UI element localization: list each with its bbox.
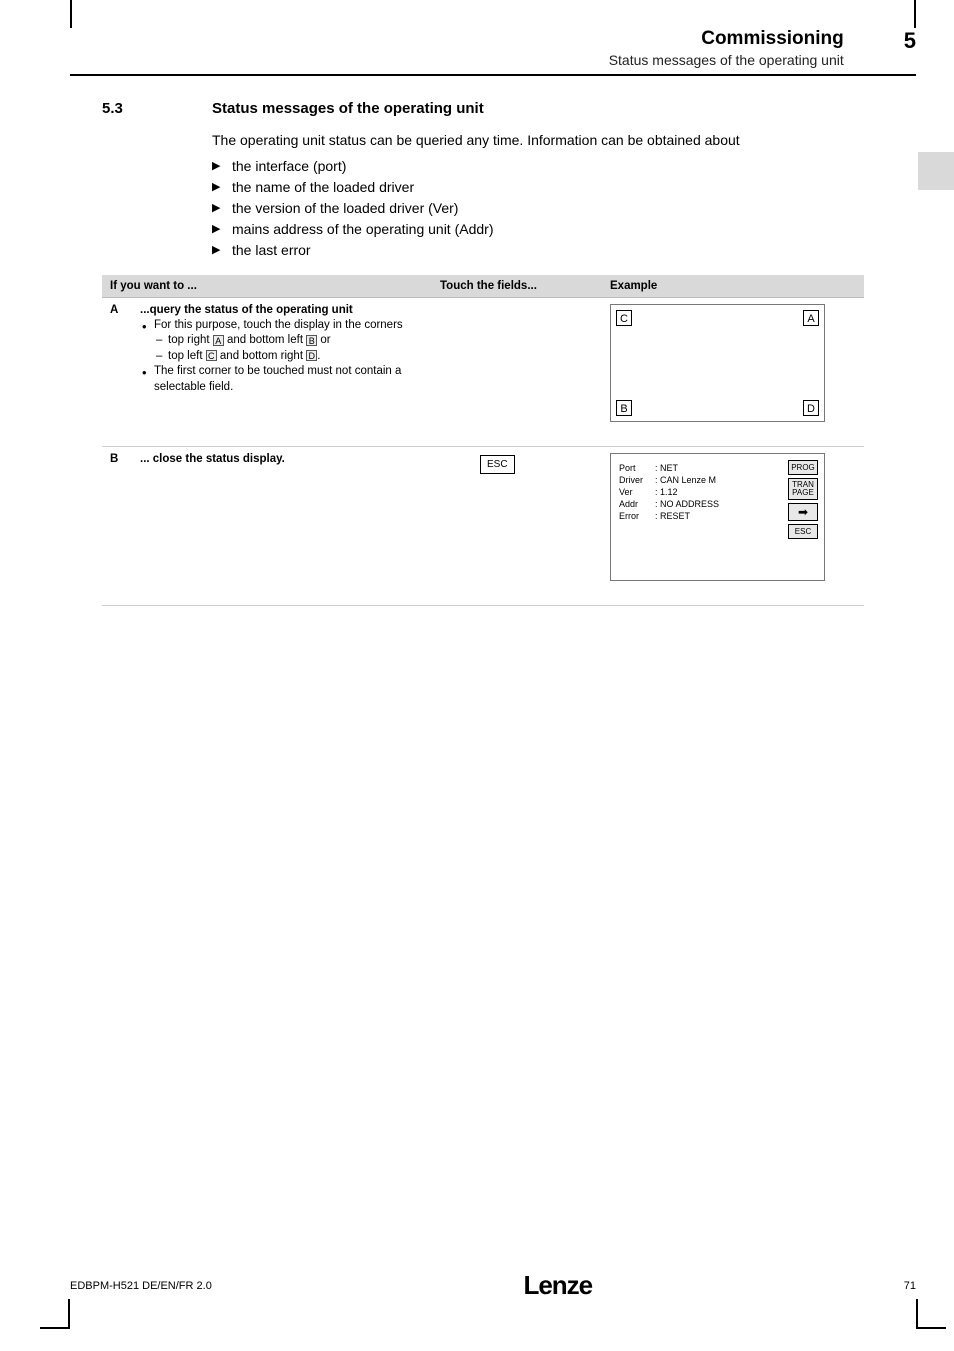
corner-b[interactable]: B	[616, 400, 632, 416]
row-title: ... close the status display.	[140, 453, 424, 465]
info-val: : 1.12	[655, 486, 678, 498]
prog-button[interactable]: PROG	[788, 460, 818, 475]
section-number: 5.3	[102, 100, 212, 117]
status-table: If you want to ... Touch the fields... E…	[102, 275, 864, 606]
table-row: A ...query the status of the operating u…	[102, 297, 864, 446]
corner-d[interactable]: D	[803, 400, 819, 416]
info-key: Addr	[619, 498, 655, 510]
row-title: ...query the status of the operating uni…	[140, 304, 424, 316]
footer-doc-id: EDBPM-H521 DE/EN/FR 2.0	[70, 1280, 212, 1292]
page-footer: EDBPM-H521 DE/EN/FR 2.0 Lenze 71	[70, 1270, 916, 1301]
corner-c[interactable]: C	[616, 310, 632, 326]
bullet-item: the version of the loaded driver (Ver)	[212, 198, 864, 219]
status-display: Port: NET Driver: CAN Lenze M Ver: 1.12 …	[610, 453, 825, 581]
th-example: Example	[602, 275, 864, 298]
info-val: : NO ADDRESS	[655, 498, 719, 510]
crop-mark-tr	[914, 0, 916, 28]
header-title: Commissioning	[609, 28, 844, 50]
example-cell: Port: NET Driver: CAN Lenze M Ver: 1.12 …	[602, 446, 864, 605]
info-val: : RESET	[655, 510, 690, 522]
crop-mark-bl	[40, 1327, 70, 1329]
bullet-item: the interface (port)	[212, 156, 864, 177]
row-letter: A	[102, 297, 132, 446]
section-body: 5.3 Status messages of the operating uni…	[102, 100, 864, 606]
lenze-logo: Lenze	[523, 1270, 592, 1301]
bullet-item: mains address of the operating unit (Add…	[212, 219, 864, 240]
section-title: Status messages of the operating unit	[212, 100, 484, 117]
touch-cell: ESC	[432, 446, 602, 605]
th-want: If you want to ...	[102, 275, 432, 298]
tran-page-button[interactable]: TRAN PAGE	[788, 478, 818, 500]
corner-ref-icon: D	[306, 350, 317, 361]
corner-ref-icon: B	[306, 335, 317, 346]
example-display: C A B D	[610, 304, 825, 422]
header-subtitle: Status messages of the operating unit	[609, 52, 844, 68]
bullet-list: the interface (port) the name of the loa…	[212, 156, 864, 261]
bullet-item: the last error	[212, 240, 864, 261]
info-key: Port	[619, 462, 655, 474]
sub-sub-bullet: top right A and bottom left B or	[154, 333, 424, 349]
side-tab	[918, 152, 954, 190]
info-val: : CAN Lenze M	[655, 474, 716, 486]
example-cell: C A B D	[602, 297, 864, 446]
crop-mark-br	[916, 1327, 946, 1329]
touch-cell	[432, 297, 602, 446]
table-row: B ... close the status display. ESC Port…	[102, 446, 864, 605]
info-key: Error	[619, 510, 655, 522]
esc-button[interactable]: ESC	[480, 455, 515, 474]
page-header: Commissioning Status messages of the ope…	[70, 28, 916, 76]
chapter-number: 5	[904, 28, 916, 54]
crop-mark-tl	[70, 0, 72, 28]
row-desc: ... close the status display.	[132, 446, 432, 605]
corner-ref-icon: A	[213, 335, 224, 346]
corner-a[interactable]: A	[803, 310, 819, 326]
section-intro: The operating unit status can be queried…	[212, 131, 864, 150]
row-desc: ...query the status of the operating uni…	[132, 297, 432, 446]
side-buttons: PROG TRAN PAGE ➡ ESC	[788, 460, 818, 539]
arrow-right-button[interactable]: ➡	[788, 503, 818, 521]
page-number: 71	[904, 1280, 916, 1292]
sub-sub-bullet: top left C and bottom right D.	[154, 349, 424, 365]
info-key: Ver	[619, 486, 655, 498]
info-val: : NET	[655, 462, 678, 474]
bullet-item: the name of the loaded driver	[212, 177, 864, 198]
th-touch: Touch the fields...	[432, 275, 602, 298]
row-letter: B	[102, 446, 132, 605]
info-key: Driver	[619, 474, 655, 486]
sub-bullet: The first corner to be touched must not …	[140, 364, 424, 395]
esc-mini-button[interactable]: ESC	[788, 524, 818, 539]
corner-ref-icon: C	[206, 350, 217, 361]
sub-bullet: For this purpose, touch the display in t…	[140, 318, 424, 365]
